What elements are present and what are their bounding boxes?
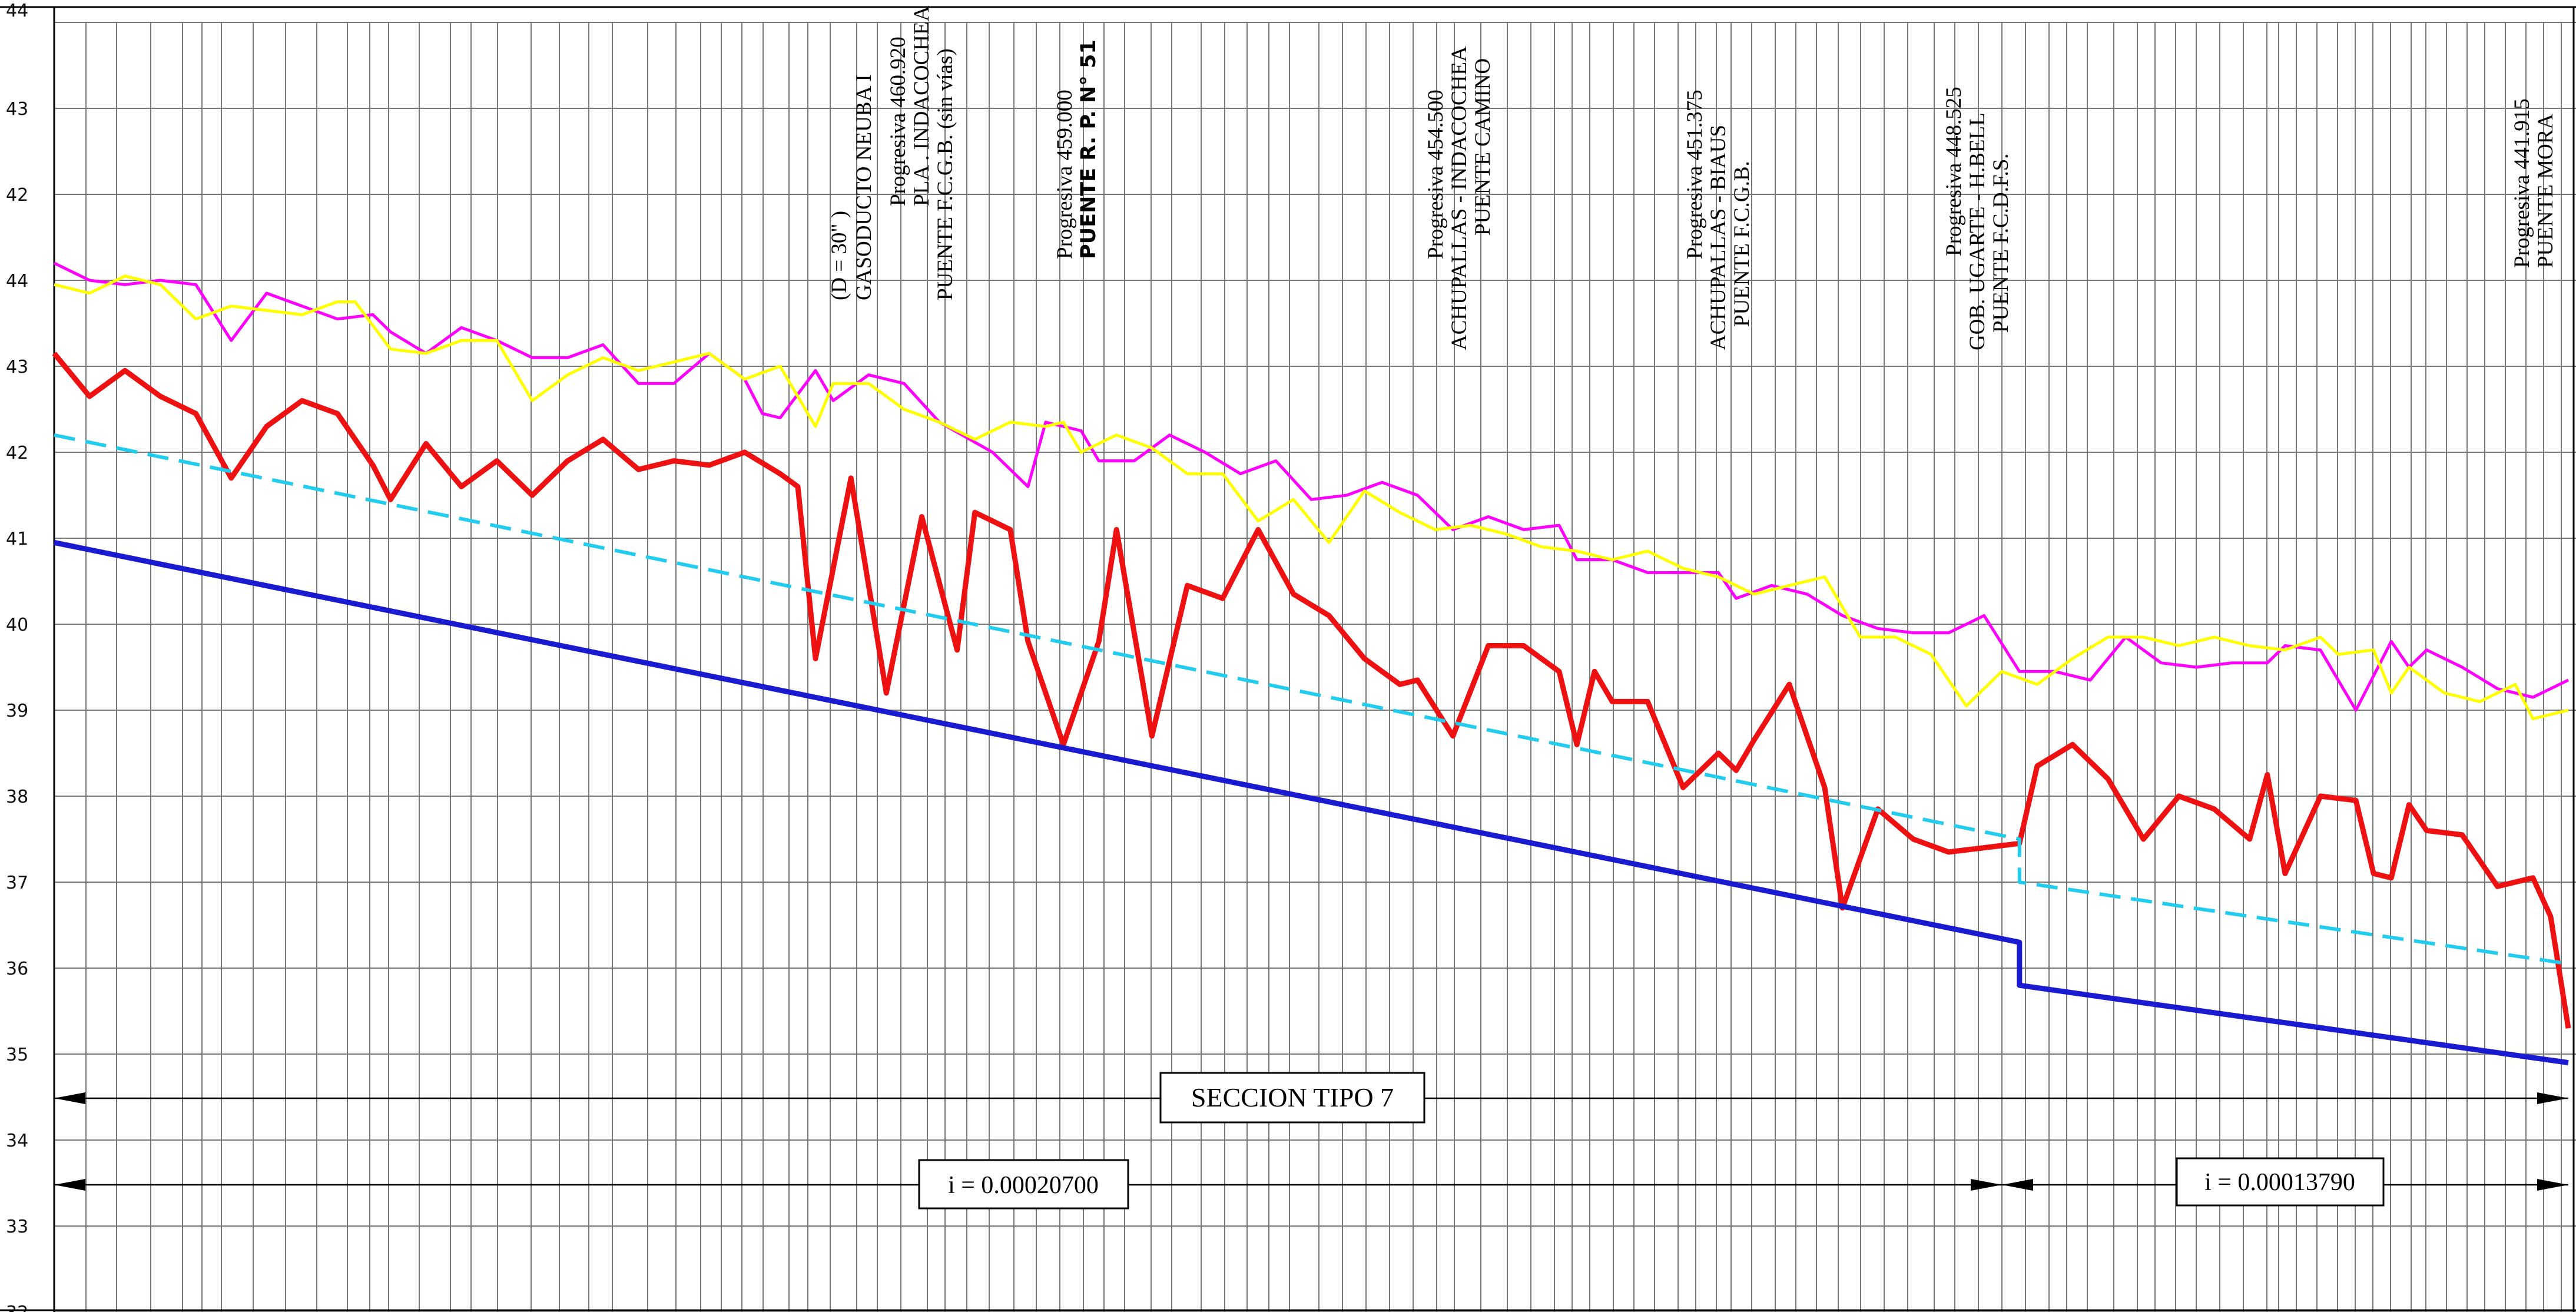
- y-axis-label: 39: [6, 701, 28, 721]
- red-profile-line: [52, 352, 2571, 1029]
- station-441915: Progresiva 441.915 PUENTE MORA: [2510, 98, 2558, 268]
- station-451375-line3: PUENTE F.C.G.B.: [1730, 161, 1754, 327]
- station-460920-line3: PUENTE F.C.G.B. (sin vías): [933, 48, 957, 300]
- y-axis-label: 34: [6, 1131, 28, 1151]
- y-axis-label: 35: [6, 1045, 28, 1065]
- station-459000: Progresiva 459.000 PUENTE R. P. N° 51: [1053, 39, 1100, 259]
- station-454500-line1: Progresiva 454.500: [1424, 90, 1448, 259]
- y-axis-label: 40: [6, 615, 28, 635]
- section-label: SECCION TIPO 7: [1191, 1082, 1394, 1112]
- station-459000-line2: PUENTE R. P. N° 51: [1077, 39, 1100, 259]
- arrow-right-icon: [2537, 1179, 2568, 1191]
- y-axis-label: 44: [6, 1, 28, 21]
- station-448525: Progresiva 448.525 GOB. UGARTE - H.BELL …: [1942, 87, 2013, 350]
- arrow-right-icon: [1971, 1179, 2002, 1191]
- station-460920-line1: Progresiva 460.920: [886, 37, 910, 206]
- y-axis-label: 36: [6, 959, 28, 979]
- y-axis-label: 42: [6, 185, 28, 206]
- blue-design-line: [54, 539, 2569, 1066]
- magenta-profile-line: [53, 261, 2570, 712]
- y-axis-label: 44: [6, 271, 28, 291]
- slope-label-1: i = 0.00020700: [948, 1172, 1099, 1199]
- cyan-design-line: [54, 433, 2569, 966]
- y-axis-label: 33: [6, 1217, 28, 1237]
- station-gasoducto: (D = 30" ) GASODUCTO NEUBA I: [827, 74, 876, 300]
- station-460920: Progresiva 460.920 PLA . INDACOCHEA PUEN…: [886, 6, 957, 300]
- station-441915-line2: PUENTE MORA: [2534, 114, 2558, 268]
- arrow-left-icon: [2002, 1179, 2033, 1191]
- station-451375: Progresiva 451.375 ACHUPALLAS - BIAUS PU…: [1683, 90, 1754, 350]
- station-454500-line2: ACHUPALLAS - INDACOCHEA: [1447, 46, 1471, 350]
- arrow-right-icon: [2537, 1092, 2568, 1104]
- station-451375-line1: Progresiva 451.375: [1683, 90, 1707, 259]
- station-459000-line1: Progresiva 459.000: [1053, 90, 1077, 259]
- y-axis-label: 41: [6, 529, 28, 549]
- section-dimension: SECCION TIPO 7: [54, 1072, 2568, 1124]
- station-441915-line1: Progresiva 441.915: [2510, 98, 2534, 268]
- y-axis-label: 43: [6, 99, 28, 120]
- station-460920-line2: PLA . INDACOCHEA: [910, 6, 934, 206]
- arrow-left-icon: [54, 1179, 85, 1191]
- slope-dimension: i = 0.00020700 i = 0.00013790: [54, 1157, 2568, 1210]
- slope-label-2: i = 0.00013790: [2204, 1169, 2355, 1196]
- profile-series: [52, 261, 2571, 1066]
- station-454500-line3: PUENTE CAMINO: [1471, 58, 1495, 236]
- y-axis-label: 43: [6, 357, 28, 377]
- station-454500: Progresiva 454.500 ACHUPALLAS - INDACOCH…: [1424, 46, 1495, 350]
- yellow-profile-line: [54, 274, 2569, 721]
- station-gasoducto-line1: (D = 30" ): [827, 211, 851, 300]
- station-451375-line2: ACHUPALLAS - BIAUS: [1706, 125, 1730, 350]
- y-axis-label: 37: [6, 873, 28, 893]
- y-axis-label: 42: [6, 443, 28, 463]
- frame: [0, 6, 2576, 1312]
- y-axis-label: 38: [6, 787, 28, 807]
- station-448525-line2: GOB. UGARTE - H.BELL: [1965, 112, 1990, 350]
- station-448525-line1: Progresiva 448.525: [1942, 87, 1966, 256]
- station-448525-line3: PUENTE F.C.D.F.S.: [1989, 153, 2013, 333]
- arrow-left-icon: [54, 1092, 85, 1104]
- y-axis-labels: 44434244434241403938373635343332: [6, 1, 28, 1312]
- station-gasoducto-line2: GASODUCTO NEUBA I: [852, 74, 876, 300]
